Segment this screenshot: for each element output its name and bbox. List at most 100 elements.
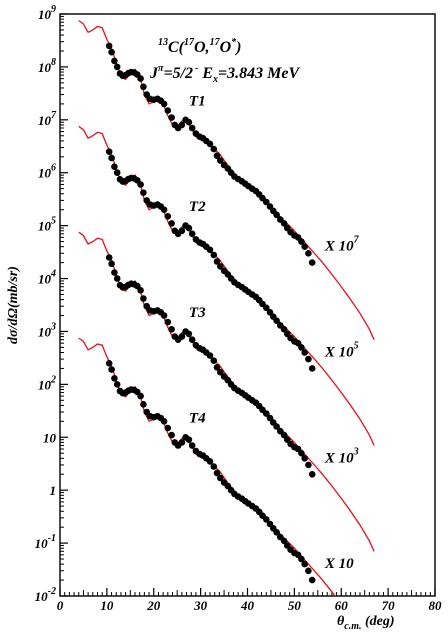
- x-ticks: 0 10 20 30 40 50 60 70 80: [57, 588, 442, 613]
- data-point: [160, 206, 168, 213]
- y-tick-label: 106: [38, 163, 56, 181]
- data-point: [105, 148, 113, 155]
- data-point: [140, 83, 147, 91]
- data-point: [185, 118, 193, 126]
- data-point: [298, 449, 305, 457]
- data-point: [280, 431, 288, 439]
- data-point: [140, 295, 147, 302]
- data-point: [213, 152, 221, 159]
- data-point: [263, 198, 270, 206]
- y-tick-label: 103: [38, 321, 56, 339]
- series-label-t3: T3: [189, 305, 206, 321]
- data-point: [137, 287, 144, 294]
- data-point: [168, 114, 175, 121]
- data-point: [188, 336, 196, 344]
- y-tick-label: 102: [38, 374, 56, 392]
- chart-subtitle: Jπ=5/2- Ex=3.843 MeV: [149, 63, 300, 85]
- data-point: [263, 410, 270, 417]
- data-point: [137, 181, 144, 188]
- data-point: [308, 365, 316, 372]
- y-tick-label: 109: [38, 4, 56, 22]
- data-point: [108, 154, 115, 162]
- series-layer: [78, 20, 375, 596]
- x-tick-label: 0: [57, 598, 64, 613]
- data-point: [217, 263, 224, 270]
- data-point: [217, 474, 224, 482]
- data-point: [178, 333, 186, 340]
- data-point: [305, 250, 312, 257]
- data-point: [168, 220, 175, 227]
- data-point: [111, 57, 118, 65]
- data-point: [168, 326, 175, 333]
- data-point: [301, 349, 309, 356]
- data-point: [298, 555, 305, 563]
- data-point: [105, 42, 113, 50]
- data-point: [188, 442, 196, 449]
- data-point: [178, 227, 186, 235]
- data-point: [113, 63, 121, 71]
- x-axis-label: θc.m. (deg): [337, 614, 395, 632]
- data-point: [280, 220, 288, 227]
- data-point: [301, 243, 309, 250]
- data-point: [217, 157, 224, 164]
- data-point: [160, 312, 168, 319]
- data-point: [206, 458, 214, 465]
- data-point: [185, 436, 193, 444]
- data-point: [213, 364, 221, 371]
- data-point: [308, 576, 316, 584]
- data-point: [168, 431, 175, 439]
- data-point: [108, 366, 115, 373]
- x-tick-label: 70: [382, 598, 396, 613]
- data-point: [137, 75, 144, 82]
- data-point: [213, 258, 221, 265]
- x-tick-label: 10: [100, 598, 114, 613]
- data-point: [305, 355, 312, 363]
- data-point: [164, 424, 172, 432]
- y-tick-label: 10-2: [35, 586, 56, 604]
- data-point: [111, 375, 118, 382]
- data-point: [301, 560, 309, 568]
- data-point: [108, 48, 115, 56]
- data-point: [298, 238, 305, 245]
- data-point: [160, 418, 168, 425]
- data-point: [206, 140, 214, 148]
- data-point: [188, 124, 196, 132]
- data-point: [210, 463, 218, 470]
- data-point: [105, 254, 113, 261]
- data-point: [217, 368, 224, 376]
- x-tick-label: 60: [335, 598, 349, 613]
- data-point: [111, 269, 118, 276]
- data-point: [140, 401, 147, 408]
- data-point: [137, 392, 144, 400]
- data-point: [105, 360, 113, 367]
- y-tick-label: 10: [43, 430, 57, 445]
- data-point: [160, 100, 168, 108]
- data-point: [273, 317, 280, 325]
- data-point: [108, 260, 115, 268]
- x-tick-label: 50: [288, 598, 302, 613]
- data-point: [273, 211, 280, 219]
- chart-title: 13C(17O,17O*): [158, 37, 241, 56]
- y-tick-label: 108: [38, 57, 56, 75]
- series-label-t1: T1: [189, 93, 206, 109]
- data-point: [213, 469, 221, 477]
- data-point: [301, 455, 309, 462]
- data-point: [206, 246, 214, 254]
- data-point: [164, 107, 172, 114]
- data-point: [113, 169, 121, 176]
- scale-factor-t1: X 107: [324, 235, 360, 255]
- data-point: [298, 344, 305, 351]
- data-point: [263, 304, 270, 312]
- data-point: [305, 461, 312, 469]
- x-tick-label: 80: [429, 598, 443, 613]
- data-point: [178, 439, 186, 446]
- series-label-t4: T4: [189, 411, 206, 427]
- data-point: [178, 121, 186, 129]
- data-point: [273, 529, 280, 536]
- data-point: [210, 357, 218, 365]
- data-point: [140, 189, 147, 196]
- data-point: [188, 230, 196, 238]
- data-point: [305, 567, 312, 575]
- y-tick-label: 105: [38, 216, 56, 234]
